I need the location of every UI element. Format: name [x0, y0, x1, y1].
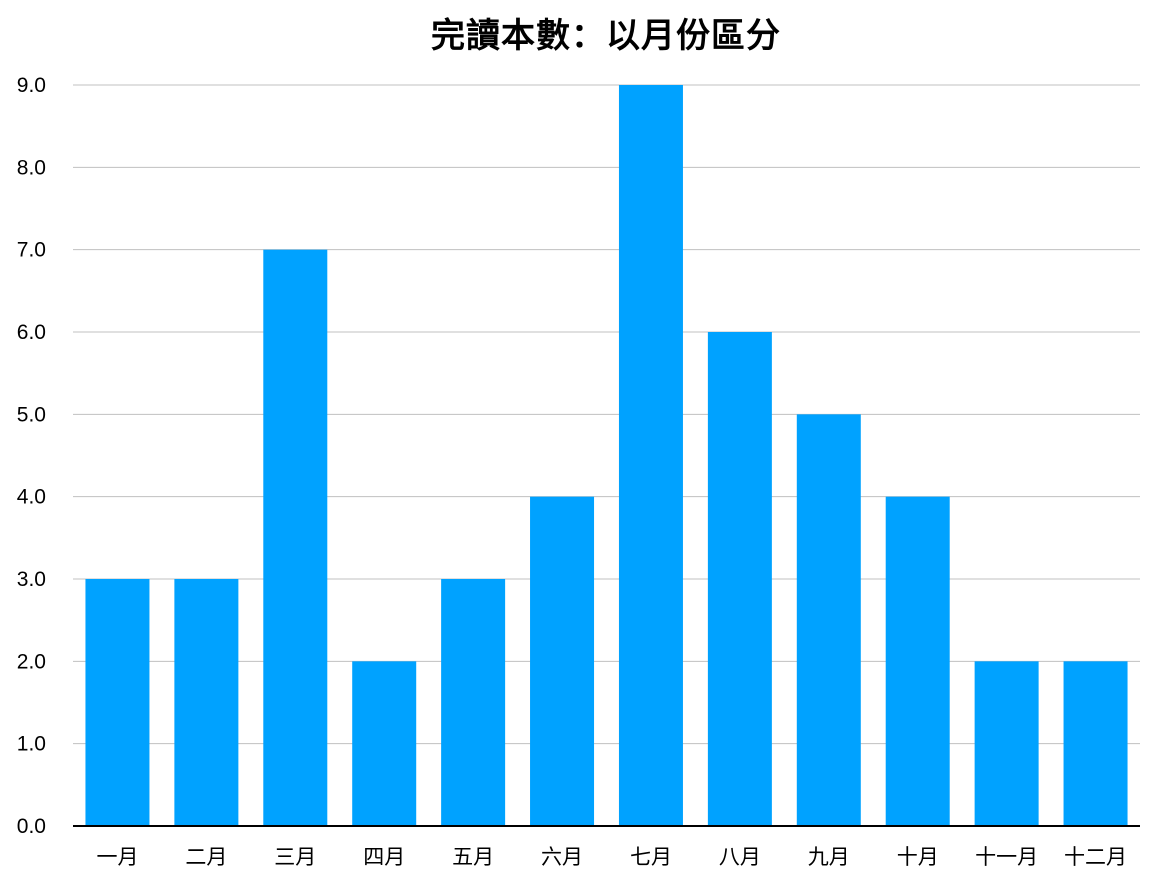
bar — [707, 332, 772, 826]
bar — [618, 85, 683, 826]
bar — [263, 249, 328, 826]
x-axis-labels: 一月 二月 三月 四月 五月 六月 七月 八月 九月 十月 十一月 十二月 — [96, 845, 1127, 869]
y-tick-label: 9.0 — [17, 74, 46, 97]
y-tick-label: 3.0 — [17, 568, 46, 591]
x-tick-label: 三月 — [274, 845, 316, 869]
chart-title: 完讀本數：以月份區分 — [431, 16, 781, 56]
bar — [441, 579, 506, 826]
y-axis-ticks: 0.0 1.0 2.0 3.0 4.0 5.0 6.0 7.0 8.0 9.0 — [17, 74, 46, 838]
x-tick-label: 八月 — [719, 845, 761, 869]
bar — [530, 496, 595, 826]
y-tick-label: 8.0 — [17, 156, 46, 179]
bar — [885, 496, 950, 826]
x-tick-label: 五月 — [452, 845, 494, 869]
x-tick-label: 二月 — [185, 845, 227, 869]
grid-layer — [73, 84, 1140, 745]
y-tick-label: 5.0 — [17, 403, 46, 426]
x-tick-label: 七月 — [630, 845, 672, 869]
y-tick-label: 6.0 — [17, 321, 46, 344]
bar — [974, 661, 1039, 826]
bar — [174, 579, 239, 826]
x-tick-label: 九月 — [808, 845, 850, 869]
bar-layer — [85, 85, 1128, 826]
bar — [1063, 661, 1128, 826]
x-tick-label: 四月 — [363, 845, 405, 869]
y-tick-label: 2.0 — [17, 650, 46, 673]
y-tick-label: 7.0 — [17, 239, 46, 262]
x-tick-label: 十一月 — [975, 845, 1038, 869]
bar — [85, 579, 150, 826]
bar — [796, 414, 861, 826]
x-tick-label: 十二月 — [1064, 845, 1127, 869]
bar — [352, 661, 417, 826]
y-tick-label: 4.0 — [17, 486, 46, 509]
x-tick-label: 一月 — [96, 845, 138, 869]
x-tick-label: 六月 — [541, 845, 583, 869]
x-tick-label: 十月 — [897, 845, 939, 869]
y-tick-label: 1.0 — [17, 733, 46, 756]
y-tick-label: 0.0 — [17, 815, 46, 838]
